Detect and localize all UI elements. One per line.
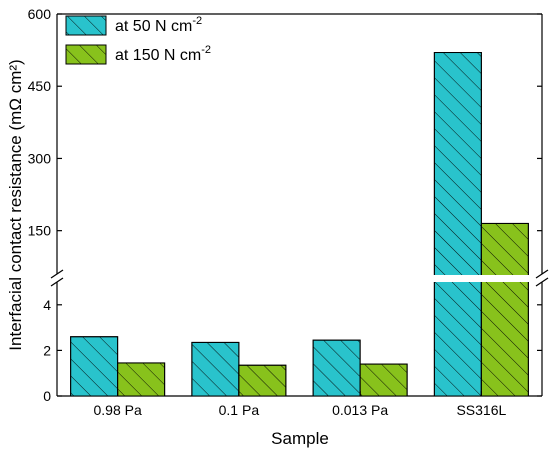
y-tick-label-300: 300 xyxy=(28,150,52,166)
x-tick-label-0-013-pa: 0.013 Pa xyxy=(332,402,388,418)
legend-swatch-150-hatch xyxy=(65,44,107,65)
bar-hatch-s0-0-98-pa xyxy=(70,336,119,397)
x-ticks: 0.98 Pa 0.1 Pa 0.013 Pa SS316L xyxy=(93,391,506,418)
bar-hatch-s1-0-1-pa xyxy=(238,364,287,397)
x-axis-title: Sample xyxy=(271,429,329,448)
legend: at 50 N cm-2 at 150 N cm-2 xyxy=(65,15,211,65)
y-tick-label-4: 4 xyxy=(43,297,51,313)
bar-hatch-s0-0-013-pa xyxy=(312,339,361,397)
y-tick-label-600: 600 xyxy=(28,6,52,22)
bar-hatch-s0-ss316l xyxy=(433,52,482,397)
legend-label-50-base: at 50 N cm xyxy=(115,18,192,35)
y-axis-title: Interfacial contact resistance (mΩ cm²) xyxy=(6,59,25,350)
y-tick-label-450: 450 xyxy=(28,78,52,94)
x-tick-label-ss316l: SS316L xyxy=(456,402,506,418)
break-mark-right-bottom xyxy=(535,277,549,287)
break-mark-right-top xyxy=(535,269,549,279)
axis-break-marks xyxy=(50,269,549,287)
y-tick-label-150: 150 xyxy=(28,223,52,239)
legend-label-150-base: at 150 N cm xyxy=(115,47,201,64)
y-ticks: 0 2 4 150 300 450 600 xyxy=(28,6,542,404)
legend-label-50-sup: -2 xyxy=(192,15,202,27)
bar-hatch-s0-0-1-pa xyxy=(191,341,240,397)
y-tick-label-0: 0 xyxy=(43,388,51,404)
bar-hatch-s1-0-98-pa xyxy=(117,362,166,397)
break-mark-left-bottom xyxy=(50,277,64,287)
axis-break-gap xyxy=(40,275,550,282)
legend-swatch-50-hatch xyxy=(65,15,107,36)
x-tick-label-0-1-pa: 0.1 Pa xyxy=(219,402,260,418)
y-tick-label-2: 2 xyxy=(43,342,51,358)
bar-hatch-s1-ss316l xyxy=(480,222,529,397)
legend-label-150-sup: -2 xyxy=(201,44,211,56)
bar-hatch-s1-0-013-pa xyxy=(359,363,408,397)
x-tick-label-0-98-pa: 0.98 Pa xyxy=(93,402,141,418)
legend-label-150: at 150 N cm-2 xyxy=(115,44,211,64)
legend-label-50: at 50 N cm-2 xyxy=(115,15,202,35)
break-mark-left-top xyxy=(50,269,64,279)
bars xyxy=(70,52,529,397)
